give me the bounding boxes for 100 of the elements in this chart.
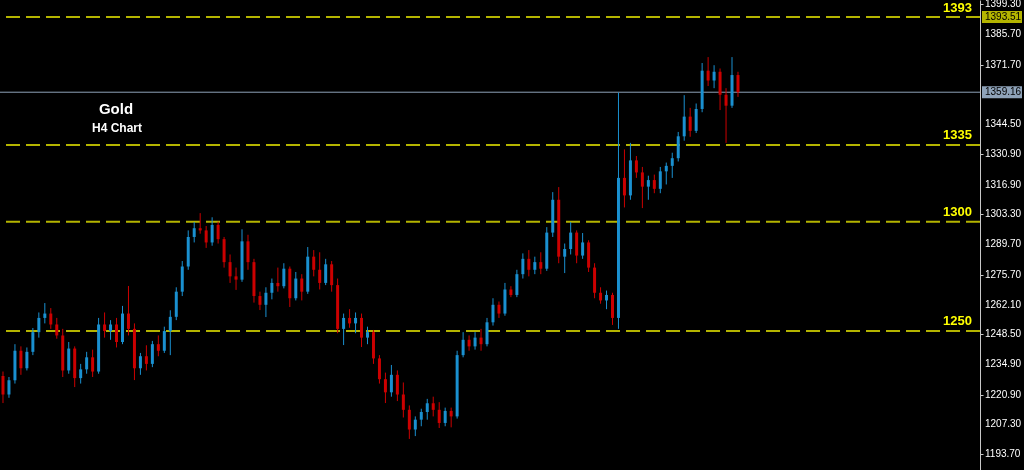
candlestick [688,107,692,138]
candlestick [168,309,172,356]
candlestick [31,327,35,356]
candlestick [413,415,417,437]
y-tick-label: 1330.90 [985,148,1022,160]
candlestick [640,166,644,209]
candlestick [449,407,453,428]
candlestick [1,371,5,404]
candlestick [162,326,166,354]
candlestick [49,307,53,330]
candlestick [431,396,435,417]
candlestick [276,267,280,293]
y-tick-label: 1289.70 [985,238,1022,250]
candlestick [443,407,447,427]
y-tick-label: 1303.30 [985,208,1022,220]
candlestick [670,152,674,179]
candlestick [718,67,722,111]
candlestick [25,346,29,371]
candlestick [246,234,250,271]
candlestick [581,232,585,260]
candlestick [479,328,483,352]
y-tick-label: 1248.50 [985,328,1022,340]
candlestick [646,175,650,201]
y-tick-label: 1207.30 [985,418,1022,430]
candlestick [515,269,519,298]
candlestick [312,249,316,277]
candlestick [282,262,286,289]
text: H4 Chart [91,121,143,135]
candlestick [652,174,656,194]
candlestick [694,103,698,134]
candlestick [634,155,638,179]
candlestick [318,251,322,290]
ref-line-label: 1359.16 [985,86,1022,98]
y-tick-label: 1371.70 [985,58,1022,70]
candlestick [79,363,83,385]
annotation: 1335 [943,127,972,143]
candlestick [330,260,334,293]
y-tick-label: 1344.50 [985,118,1022,130]
candlestick [294,271,298,301]
candlestick [192,221,196,243]
candlestick [354,311,358,334]
candlestick [144,344,148,371]
candlestick [37,311,41,339]
candlestick [258,291,262,311]
ref-line-label: 1393.51 [985,11,1022,23]
candlestick [85,351,89,375]
candlestick [706,56,710,87]
annotation: 1250 [943,313,972,329]
candlestick [395,369,399,402]
candlestick [676,131,680,162]
candlestick [611,292,614,326]
candlestick [491,297,495,327]
candlestick [401,381,405,418]
y-tick-label: 1275.70 [985,268,1022,280]
candlestick [437,401,441,429]
candlestick [360,313,364,348]
y-tick-label: 1234.90 [985,358,1022,370]
candlestick [622,148,626,208]
candlestick [43,302,47,324]
candlestick [67,341,71,375]
candlestick [509,285,513,298]
candlestick [270,278,274,300]
y-tick-label: 1385.70 [985,28,1022,40]
y-tick-label: 1316.90 [985,178,1022,190]
candlestick [569,221,573,255]
candlestick [300,273,304,301]
candlestick [736,71,740,98]
candlestick [103,311,107,339]
candlestick [156,334,160,357]
y-tick-label: 1262.10 [985,298,1022,310]
candlestick [563,243,567,274]
candlestick [712,64,716,89]
candlestick [342,313,346,346]
candlestick [467,334,471,352]
candlestick [539,251,543,275]
text: Gold [98,100,134,117]
candlestick [204,225,208,249]
candlestick [348,308,352,329]
candlestick [682,94,686,142]
candlestick [55,317,59,340]
candlestick [575,229,579,264]
candlestick [7,376,11,399]
candlestick [126,285,130,336]
candlestick [389,364,393,398]
candlestick [234,267,238,291]
candlestick [461,331,465,358]
candlestick [324,258,328,286]
candlestick [91,349,95,378]
candlestick [264,286,268,318]
y-tick-label: 1220.90 [985,388,1022,400]
candlestick [109,319,113,341]
candlestick [150,340,154,368]
candlestick [383,372,387,404]
candlestick [19,345,23,376]
candlestick [485,317,489,347]
candlestick [210,216,214,247]
annotation: 1393 [943,0,972,16]
candlestick [658,166,662,194]
candlestick [222,236,226,269]
candlestick [521,252,525,280]
